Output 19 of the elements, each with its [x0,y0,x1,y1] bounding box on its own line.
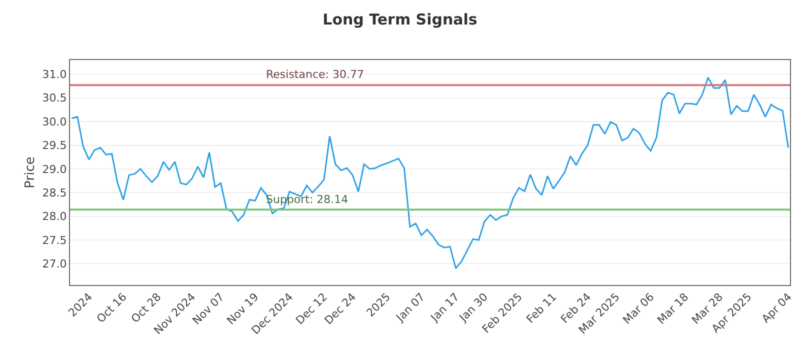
y-tick-label: 28.5 [42,186,67,200]
line-series [70,76,790,270]
chart-title: Long Term Signals [322,10,478,28]
y-tick-label: 31.0 [42,68,67,82]
y-tick-label: 27.5 [42,234,67,247]
ref-line-label: Resistance: 30.77 [266,68,364,81]
y-tick-label: 27.0 [42,258,67,271]
y-tick-label: 30.0 [42,115,67,128]
x-tick-label: Oct 16 [94,290,130,326]
x-tick-label: Apr 04 [759,290,794,326]
y-tick-label: 29.0 [42,162,67,176]
y-tick-label: 30.5 [42,92,67,105]
y-axis-title: Price [23,156,38,188]
x-tick-label: Mar 18 [654,290,692,327]
x-tick-label: Mar 06 [620,290,657,327]
x-tick-label: Feb 11 [524,290,560,326]
x-tick-label: Jan 07 [393,290,428,325]
y-tick-label: 28.0 [42,210,67,224]
y-tick-label: 29.5 [42,139,67,152]
